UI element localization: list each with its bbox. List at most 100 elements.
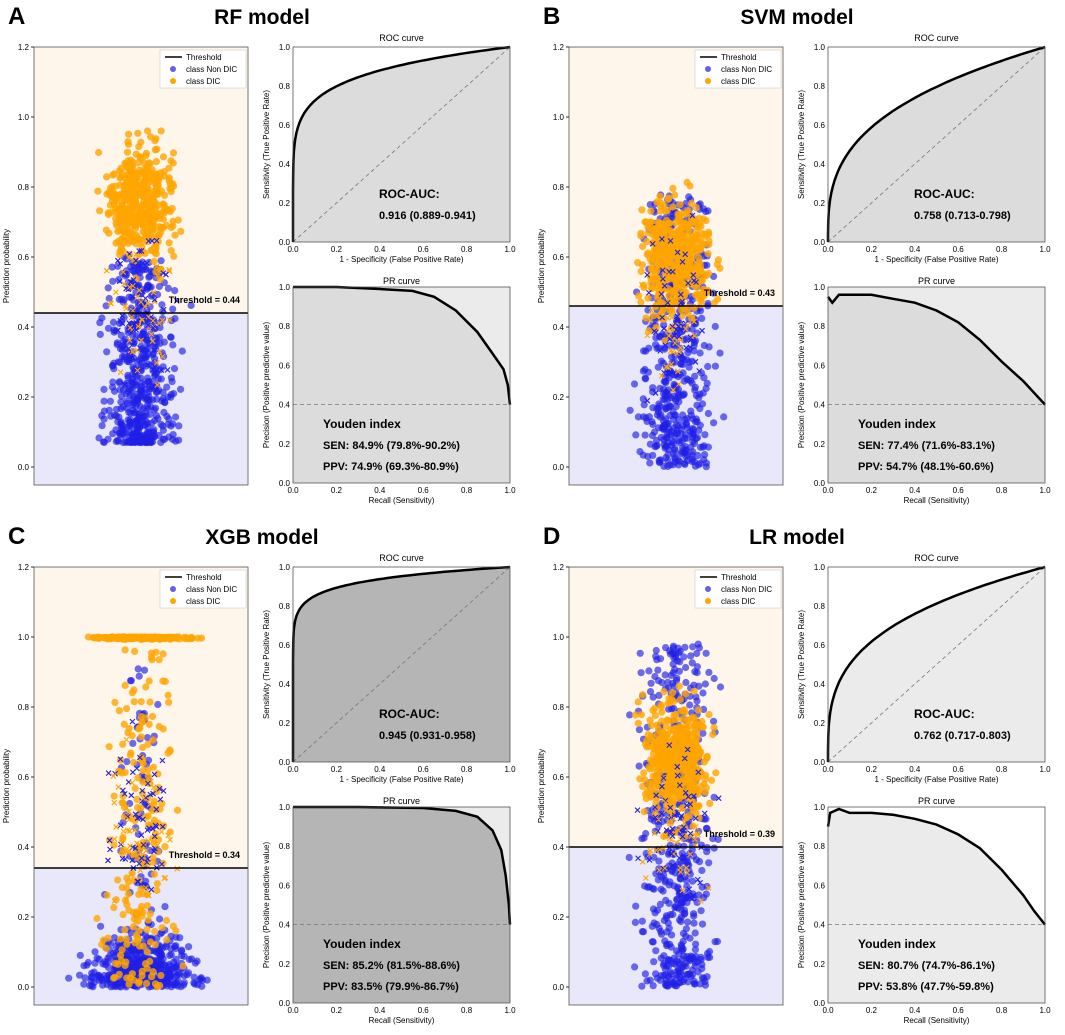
- point-dic: [99, 936, 107, 944]
- roc-xtick-label: 0.2: [866, 245, 878, 254]
- point-dic: [648, 779, 656, 787]
- point-dic: [123, 874, 131, 882]
- roc-ylabel: Sensitivity (True Positive Rate): [797, 90, 806, 199]
- point-nondic: [657, 972, 665, 980]
- roc-ylabel: Sensitivity (True Positive Rate): [262, 90, 271, 199]
- point-dic: [638, 206, 646, 214]
- point-cross: [117, 369, 124, 376]
- point-nondic: [626, 711, 634, 719]
- point-nondic: [699, 689, 707, 697]
- point-nondic: [703, 261, 711, 269]
- point-nondic: [681, 416, 689, 424]
- point-nondic: [705, 668, 713, 676]
- legend-threshold: Threshold: [186, 53, 222, 62]
- point-nondic: [693, 649, 701, 658]
- roc-xtick-label: 0.6: [418, 245, 430, 254]
- roc-xlabel: 1 - Specificity (False Positive Rate): [339, 775, 463, 784]
- point-cross: [138, 855, 145, 862]
- scatter-ytick-label: 0.6: [18, 253, 30, 262]
- point-nondic: [702, 208, 710, 216]
- point-cross: [111, 898, 118, 904]
- youden-label: Youden index: [323, 417, 401, 431]
- point-nondic: [698, 883, 706, 891]
- point-cross: [107, 300, 114, 307]
- point-dic: [657, 734, 665, 743]
- point-nondic: [681, 460, 689, 468]
- roc-ytick-label: 0.8: [279, 602, 291, 611]
- point-nondic: [86, 982, 94, 990]
- legend-nondic-marker: [705, 66, 711, 72]
- point-nondic: [716, 683, 725, 691]
- point-cross: [661, 325, 667, 332]
- scatter-ytick-label: 0.8: [18, 703, 30, 712]
- point-cross: [133, 765, 140, 772]
- point-dic: [671, 191, 679, 199]
- point-dic: [104, 209, 112, 217]
- roc-xtick-label: 0.8: [996, 245, 1008, 254]
- point-dic: [134, 804, 142, 812]
- point-nondic: [672, 395, 680, 403]
- point-nondic: [110, 965, 118, 974]
- point-dic: [137, 138, 145, 146]
- point-nondic: [151, 404, 160, 412]
- point-cross: [160, 788, 167, 794]
- point-dic: [118, 799, 126, 807]
- point-cross: [119, 855, 126, 862]
- point-nondic: [134, 665, 142, 673]
- point-cross: [148, 886, 155, 893]
- point-dic: [710, 299, 719, 307]
- point-cross: [670, 387, 676, 393]
- point-nondic: [122, 390, 130, 398]
- point-nondic: [136, 268, 144, 277]
- point-cross: [153, 359, 160, 366]
- point-dic: [121, 646, 129, 654]
- point-dic: [681, 772, 689, 780]
- point-nondic: [649, 982, 657, 990]
- point-cross: [680, 824, 687, 831]
- point-dic: [652, 324, 660, 332]
- point-dic: [145, 190, 153, 198]
- point-dic: [144, 127, 152, 135]
- roc-ytick-label: 0.2: [279, 719, 291, 728]
- point-nondic: [100, 397, 108, 405]
- point-cross: [646, 289, 652, 296]
- point-dic: [657, 703, 665, 711]
- point-dic: [118, 883, 126, 892]
- point-nondic: [117, 295, 125, 303]
- point-dic: [143, 964, 151, 972]
- point-cross: [151, 296, 158, 303]
- point-nondic: [167, 393, 175, 401]
- point-cross: [659, 314, 666, 321]
- point-nondic: [140, 328, 148, 336]
- point-nondic: [682, 678, 690, 687]
- point-cross: [158, 861, 165, 868]
- legend-nondic-marker: [170, 66, 176, 72]
- point-cross: [113, 289, 119, 296]
- legend-nondic: class Non DIC: [186, 585, 237, 594]
- point-dic: [129, 188, 137, 196]
- pr-title: PR curve: [918, 796, 955, 806]
- point-dic: [123, 901, 131, 909]
- point-dic: [659, 221, 667, 229]
- point-nondic: [155, 282, 163, 291]
- point-dic: [131, 784, 139, 792]
- pr-ytick-label: 0.2: [814, 440, 826, 449]
- scatter-points: [94, 127, 195, 447]
- point-dic: [147, 649, 156, 657]
- point-nondic: [126, 799, 134, 808]
- point-nondic: [121, 438, 129, 446]
- point-nondic: [687, 407, 695, 415]
- point-cross: [677, 352, 684, 359]
- pr-ytick-label: 0.4: [814, 921, 826, 930]
- point-cross: [148, 331, 155, 338]
- point-cross: [683, 344, 690, 351]
- point-nondic: [625, 853, 633, 862]
- point-cross: [647, 317, 654, 324]
- point-nondic: [657, 954, 665, 962]
- point-nondic: [688, 457, 696, 466]
- point-cross: [698, 266, 705, 273]
- point-dic: [634, 698, 642, 706]
- point-dic: [136, 942, 144, 950]
- point-dic: [639, 242, 647, 251]
